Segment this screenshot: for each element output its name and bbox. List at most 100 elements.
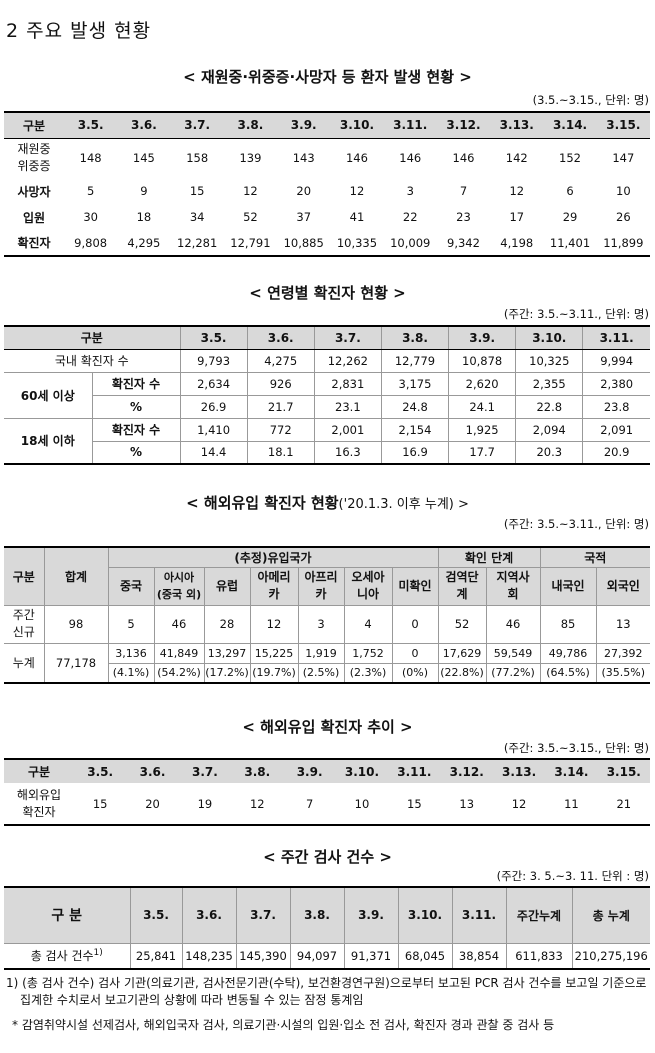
tests-table: 구 분 3.5. 3.6. 3.7. 3.8. 3.9. 3.10. 3.11.… [4,886,650,970]
table-cell: 11,899 [603,235,644,250]
age-section-title: < 연령별 확진자 현황 > [249,284,406,302]
header-cell: 3.10. [335,759,389,783]
row-label: 확진자 수 [91,371,181,396]
table-cell: 52 [243,210,258,224]
table-cell: 24.1 [448,394,517,419]
imported-trend-table: 구분 3.5. 3.6. 3.7. 3.8. 3.9. 3.10. 3.11. … [4,758,650,826]
table-cell: 5 [86,184,95,198]
table-cell: 17.7 [448,440,517,465]
table-cell: 12 [243,184,258,198]
table-cell: 9,994 [582,348,650,373]
table-cell: 152 [559,151,581,166]
row-label: 주간 신규 [4,604,45,644]
header-cell: 중국 [107,566,155,606]
header-cell: 구분 [4,759,74,783]
table-cell: (64.5%) [539,662,597,684]
header-cell: 유럽 [203,566,251,606]
table-cell: 10,878 [448,348,517,373]
table-cell: 4,295 [127,235,161,250]
table-cell: 23.1 [313,394,382,419]
table-row: (4.1%) (54.2%) (17.2%) (19.7%) (2.5%) (2… [4,662,650,684]
table-header-row: 구분 3.5. 3.6. 3.7. 3.8. 3.9. 3.10. 3.11. … [4,759,650,783]
header-cell: 아메리 카 [249,566,299,606]
header-cell: 3.6. [181,886,237,944]
header-cell: 3.7. [170,112,224,139]
table-cell: (19.7%) [249,662,299,684]
table-cell: 0 [391,604,439,644]
table-cell: 12 [511,796,527,811]
table-cell: 4,198 [500,235,534,250]
header-cell: 3.7. [313,325,382,350]
row-label-text: 총 검사 건수 [30,949,94,964]
table-cell: (2.3%) [343,662,393,684]
header-cell: 내국인 [539,566,597,606]
page-title: 2 주요 발생 현황 [6,20,152,42]
table-cell: 4 [343,604,393,644]
table-cell: 142 [505,151,528,166]
row-label: 확진자 [17,236,51,250]
table-row: 누계 77,178 3,136 41,849 13,297 15,225 1,9… [4,642,650,684]
header-cell: 확인 단계 [437,546,541,568]
table-cell: 2,831 [313,371,382,396]
header-cell: 3.14. [545,759,598,783]
table-cell: 28 [203,604,251,644]
header-cell: 3.9. [448,325,517,350]
table-cell: 22 [402,210,418,224]
imported-table: 구분 합계 (추정)유입국가 확인 단계 국적 중국 아시아 (중국 외) 유럽… [4,546,650,684]
table-cell: 147 [612,151,635,166]
table-cell: 26.9 [179,394,248,419]
table-cell: 12 [249,604,299,644]
table-cell: 21 [616,796,632,811]
header-cell: 3.6. [246,325,315,350]
severe-unit: (3.5.~3.15., 단위: 명) [532,93,649,107]
row-label: 재원중 위중증 [17,142,51,174]
table-cell: 20 [145,796,160,811]
row-label: % [91,440,181,465]
footnote-1: 1) (총 검사 건수) 검사 기관(의료기관, 검사전문기관(수탁), 보건환… [6,976,647,1007]
header-cell: 3.8. [231,759,284,783]
header-cell: 3.5. [179,325,248,350]
table-row: 국내 확진자 수 9,793 4,275 12,262 12,779 10,87… [4,348,650,373]
header-cell: 3.7. [178,759,232,783]
table-cell: (22.8%) [437,662,487,684]
imported-title-main: < 해외유입 확진자 현황 [186,494,339,512]
table-cell: 9 [140,184,148,198]
footnote-2: * 감염취약시설 선제검사, 해외입국자 검사, 의료기관·시설의 입원·입소 … [12,1018,555,1032]
table-cell: 41,849 [153,642,205,664]
table-cell: 22.8 [515,394,584,419]
table-cell: 12 [249,796,265,811]
table-cell: 38,854 [451,942,507,970]
table-cell: 9,808 [74,235,108,250]
table-cell: (77.2%) [485,662,541,684]
table-cell: (17.2%) [203,662,251,684]
table-row: % 14.4 18.1 16.3 16.9 17.7 20.3 20.9 [4,440,650,465]
header-cell: 3.8. [380,325,450,350]
table-cell: 25,841 [129,942,183,970]
table-row: 해외유입 확진자 15 20 19 12 7 10 15 13 12 11 21 [4,783,650,825]
table-cell: 12,281 [177,235,218,250]
header-cell: 3.15. [596,112,650,139]
table-row: 주간 신규 98 5 46 28 12 3 4 0 52 46 85 13 [4,604,650,644]
imported-title-note: ('20.1.3. 이후 누계) > [338,497,469,512]
row-label: 총 검사 건수1) [4,942,131,970]
row-label: % [91,394,181,419]
header-cell: 3.11. [451,886,507,944]
table-cell: (54.2%) [153,662,205,684]
imported-unit: (주간: 3.5.~3.11., 단위: 명) [503,517,649,531]
table-cell: 2,380 [582,371,650,396]
table-cell: 3,175 [380,371,450,396]
header-cell: 주간누계 [505,886,573,944]
header-cell: 구 분 [4,886,131,944]
table-cell: 18 [136,210,152,224]
table-row: 18세 이하 확진자 수 1,410 772 2,001 2,154 1,925… [4,417,650,465]
severe-patients-table: 구분 3.5. 3.6. 3.7. 3.8. 3.9. 3.10. 3.11. … [4,111,650,257]
header-cell: 구분 [4,546,45,606]
table-cell: 10,009 [390,235,431,250]
header-cell: 미확인 [391,566,439,606]
table-cell: 6 [566,184,574,198]
header-cell: 아프리 카 [297,566,345,606]
header-cell: 3.13. [492,759,546,783]
table-cell: 10 [616,184,631,198]
row-label: 확진자 수 [91,417,181,442]
row-label: 사망자 [17,184,51,199]
